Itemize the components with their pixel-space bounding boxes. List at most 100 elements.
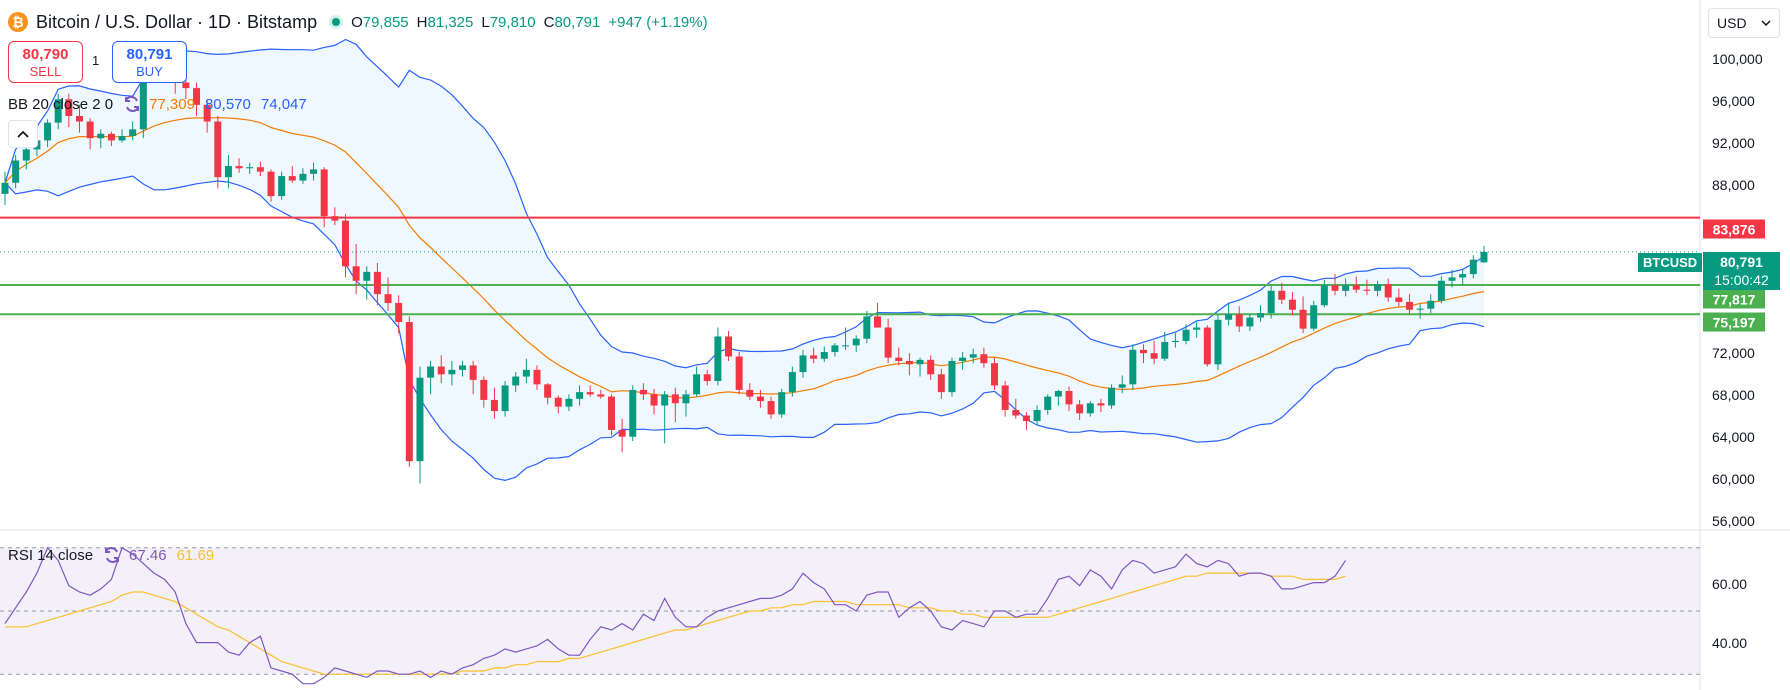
candle-body (278, 176, 286, 197)
collapse-legend-button[interactable] (8, 120, 38, 148)
candle-body (618, 430, 626, 437)
candle-body (427, 366, 435, 378)
candle-body (1427, 300, 1435, 309)
support-upper-level-badge[interactable]: 77,817 (1703, 289, 1765, 309)
candle-body (310, 169, 318, 174)
buy-price: 80,791 (126, 46, 173, 63)
bb-upper-line (4, 38, 1485, 369)
bb-indicator-name[interactable]: BB 20 close 2 0 (8, 95, 114, 113)
candle-body (1288, 299, 1296, 310)
sell-button[interactable]: 80,790 SELL (8, 41, 83, 83)
refresh-icon[interactable] (121, 93, 143, 115)
ohlc-low: L 79,810 (481, 14, 535, 31)
candle-body (1171, 340, 1179, 343)
ohlc-high: H 81,325 (417, 14, 474, 31)
candle-body (1320, 285, 1328, 306)
candle-body (1108, 387, 1116, 406)
candle-body (703, 374, 711, 381)
candle-body (576, 392, 584, 399)
ohlc-high-value: 81,325 (427, 13, 474, 31)
candle-body (916, 359, 924, 365)
candle-body (661, 394, 669, 406)
candle-body (927, 359, 935, 375)
candle-body (97, 133, 105, 139)
rsi-legend[interactable]: RSI 14 close 67.46 61.69 (8, 544, 214, 566)
candle-body (1203, 327, 1211, 365)
candle-body (1033, 409, 1041, 422)
candle-body (639, 389, 647, 395)
candle-body (1257, 313, 1265, 318)
candle-body (341, 220, 349, 267)
candle-body (373, 271, 381, 295)
ohlc-close: C 80,791 (544, 14, 601, 31)
candle-body (1097, 403, 1105, 406)
candle-body (139, 65, 147, 130)
bollinger-bands-legend[interactable]: BB 20 close 2 0 77,309 80,570 74,047 (8, 93, 307, 115)
candle-body (320, 169, 328, 217)
candle-body (1022, 415, 1030, 422)
refresh-icon[interactable] (101, 544, 123, 566)
ohlc-close-label: C (543, 13, 555, 31)
candle-body (12, 160, 20, 183)
candle-body (1118, 384, 1126, 388)
candle-body (1480, 251, 1488, 263)
candle-body (714, 336, 722, 381)
ohlc-high-label: H (416, 13, 428, 31)
support-lower-level-badge[interactable]: 75,197 (1703, 312, 1765, 332)
price-axis-tick: 100,000 (1712, 51, 1763, 67)
candle-body (363, 271, 371, 281)
current-price: 80,791 (1720, 254, 1763, 270)
candle-body (1299, 309, 1307, 329)
candle-body (1150, 353, 1158, 359)
candle-body (746, 389, 754, 397)
candle-body (1469, 259, 1477, 275)
candle-body (1225, 314, 1233, 320)
candle-body (182, 82, 190, 89)
current-price-badge: 80,791 15:00:42 (1703, 252, 1780, 290)
candle-body (501, 385, 509, 412)
candle-body (203, 104, 211, 122)
candle-body (650, 394, 658, 406)
price-axis-tick: 64,000 (1712, 429, 1755, 445)
currency-select[interactable]: USD (1708, 8, 1780, 38)
candle-body (693, 374, 701, 395)
candle-body (1214, 319, 1222, 365)
resistance-level-badge[interactable]: 83,876 (1703, 219, 1765, 239)
candle-body (1001, 385, 1009, 410)
candle-body (512, 376, 520, 386)
symbol-price-tag: BTCUSD (1638, 253, 1703, 272)
candle-body (597, 394, 605, 397)
candle-body (1012, 409, 1020, 416)
buy-button[interactable]: 80,791 BUY (112, 41, 187, 83)
candle-body (554, 397, 562, 407)
candle-body (565, 398, 573, 407)
ohlc-open: O 79,855 (351, 14, 409, 31)
candle-body (959, 357, 967, 361)
candle-body (831, 345, 839, 353)
candle-body (788, 372, 796, 393)
price-axis-tick: 88,000 (1712, 177, 1755, 193)
ohlc-open-label: O (351, 13, 363, 31)
candle-body (991, 363, 999, 386)
candle-body (905, 360, 913, 365)
symbol-title[interactable]: Bitcoin / U.S. Dollar · 1D · Bitstamp (36, 11, 318, 32)
candle-body (352, 266, 360, 281)
rsi-indicator-name[interactable]: RSI 14 close (8, 546, 94, 564)
candle-body (1182, 329, 1190, 341)
candle-body (86, 121, 94, 139)
candle-body (863, 316, 871, 339)
candle-body (820, 352, 828, 359)
candle-body (246, 167, 254, 169)
spread-value: 1 (92, 53, 100, 68)
currency-value: USD (1717, 15, 1747, 31)
ohlc-low-value: 79,810 (489, 13, 536, 31)
candle-body (1, 182, 9, 194)
ohlc-close-value: 80,791 (554, 13, 601, 31)
rsi-ma-line (5, 572, 1346, 675)
rsi-ma-value: 61.69 (176, 546, 215, 564)
candle-body (299, 173, 307, 181)
candle-body (969, 354, 977, 358)
price-axis-tick: 60,000 (1712, 471, 1755, 487)
candle-body (799, 355, 807, 373)
